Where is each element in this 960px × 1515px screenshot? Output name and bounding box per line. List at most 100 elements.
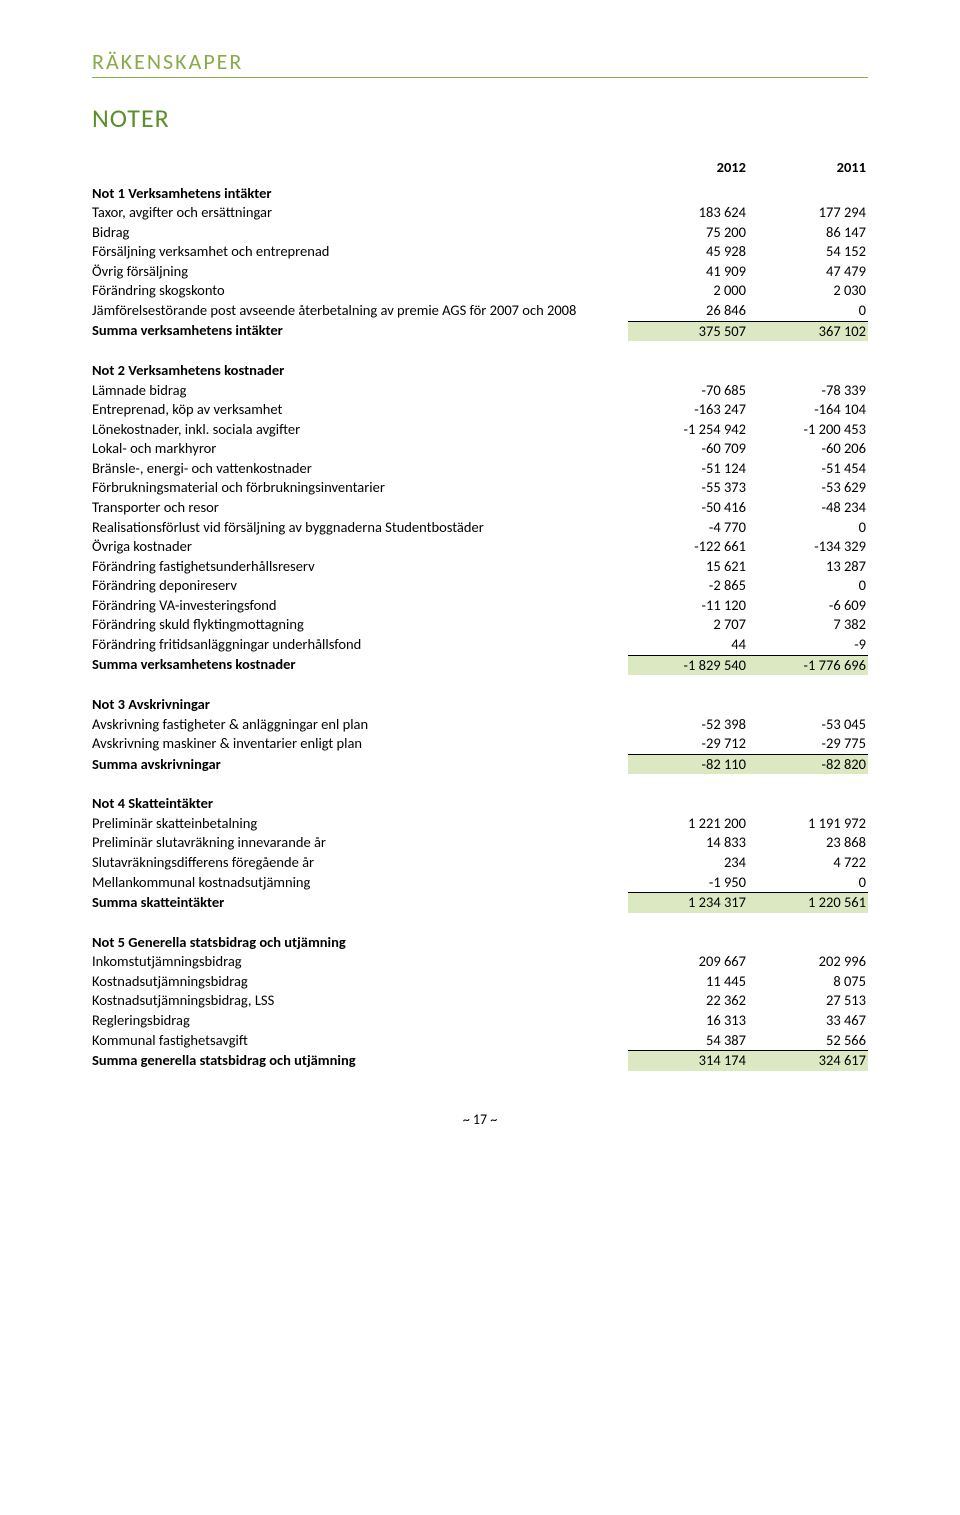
sum-val: -1 776 696 (748, 655, 868, 675)
row-label: Avskrivning maskiner & inventarier enlig… (92, 734, 628, 754)
row-label: Förändring VA-investeringsfond (92, 596, 628, 616)
row-val: -52 398 (628, 715, 748, 735)
row-val: 1 221 200 (628, 814, 748, 834)
section-3-title: Not 3 Avskrivningar (92, 693, 868, 715)
row-val: -29 712 (628, 734, 748, 754)
row-val: 45 928 (628, 242, 748, 262)
row-label: Kostnadsutjämningsbidrag (92, 972, 628, 992)
row-val: -9 (748, 635, 868, 655)
row-val: 1 191 972 (748, 814, 868, 834)
row-val: 44 (628, 635, 748, 655)
row-label: Försäljning verksamhet och entreprenad (92, 242, 628, 262)
row-val: 23 868 (748, 833, 868, 853)
row-val: 7 382 (748, 615, 868, 635)
row-val: 177 294 (748, 203, 868, 223)
row-val: -163 247 (628, 400, 748, 420)
row-val: 0 (748, 518, 868, 538)
row-val: 2 030 (748, 281, 868, 301)
sum-label: Summa avskrivningar (92, 754, 628, 774)
row-label: Slutavräkningsdifferens föregående år (92, 853, 628, 873)
row-val: -1 254 942 (628, 420, 748, 440)
row-label: Preliminär skatteinbetalning (92, 814, 628, 834)
section-2-title: Not 2 Verksamhetens kostnader (92, 359, 868, 381)
row-val: -53 629 (748, 478, 868, 498)
section-5-title: Not 5 Generella statsbidrag och utjämnin… (92, 931, 868, 953)
row-label: Realisationsförlust vid försäljning av b… (92, 518, 628, 538)
section-4-title: Not 4 Skatteintäkter (92, 792, 868, 814)
row-val: 209 667 (628, 952, 748, 972)
sum-val: -82 110 (628, 754, 748, 774)
page-number: ~ 17 ~ (92, 1111, 868, 1128)
row-label: Bidrag (92, 223, 628, 243)
row-val: -122 661 (628, 537, 748, 557)
sum-val: 314 174 (628, 1051, 748, 1071)
row-val: 13 287 (748, 557, 868, 577)
row-label: Förändring deponireserv (92, 576, 628, 596)
row-val: -51 454 (748, 459, 868, 479)
sum-label: Summa generella statsbidrag och utjämnin… (92, 1051, 628, 1071)
row-label: Lämnade bidrag (92, 381, 628, 401)
row-val: 15 621 (628, 557, 748, 577)
row-val: 86 147 (748, 223, 868, 243)
row-val: -29 775 (748, 734, 868, 754)
row-val: 202 996 (748, 952, 868, 972)
row-val: 26 846 (628, 301, 748, 321)
row-label: Entreprenad, köp av verksamhet (92, 400, 628, 420)
year-col-2: 2011 (748, 158, 868, 182)
row-val: 2 000 (628, 281, 748, 301)
row-val: -2 865 (628, 576, 748, 596)
row-val: -164 104 (748, 400, 868, 420)
row-val: -48 234 (748, 498, 868, 518)
row-label: Förändring skuld flyktingmottagning (92, 615, 628, 635)
row-label: Inkomstutjämningsbidrag (92, 952, 628, 972)
row-label: Förbrukningsmaterial och förbrukningsinv… (92, 478, 628, 498)
row-label: Transporter och resor (92, 498, 628, 518)
row-val: 0 (748, 873, 868, 893)
row-val: 47 479 (748, 262, 868, 282)
row-val: 11 445 (628, 972, 748, 992)
sum-val: -82 820 (748, 754, 868, 774)
year-col-1: 2012 (628, 158, 748, 182)
sum-label: Summa skatteintäkter (92, 893, 628, 913)
sum-val: 1 234 317 (628, 893, 748, 913)
row-val: -51 124 (628, 459, 748, 479)
row-label: Bränsle-, energi- och vattenkostnader (92, 459, 628, 479)
sum-label: Summa verksamhetens kostnader (92, 655, 628, 675)
row-val: 54 387 (628, 1031, 748, 1051)
row-val: -60 709 (628, 439, 748, 459)
row-label: Mellankommunal kostnadsutjämning (92, 873, 628, 893)
sum-label: Summa verksamhetens intäkter (92, 321, 628, 341)
row-val: 54 152 (748, 242, 868, 262)
row-val: 41 909 (628, 262, 748, 282)
row-val: 22 362 (628, 991, 748, 1011)
row-val: 75 200 (628, 223, 748, 243)
row-label: Förändring skogskonto (92, 281, 628, 301)
row-val: -70 685 (628, 381, 748, 401)
row-label: Preliminär slutavräkning innevarande år (92, 833, 628, 853)
sum-val: 1 220 561 (748, 893, 868, 913)
row-val: 234 (628, 853, 748, 873)
sum-val: -1 829 540 (628, 655, 748, 675)
row-label: Förändring fritidsanläggningar underhåll… (92, 635, 628, 655)
row-val: -53 045 (748, 715, 868, 735)
row-val: -1 950 (628, 873, 748, 893)
page-header: RÄKENSKAPER (92, 48, 868, 78)
row-val: 0 (748, 576, 868, 596)
noter-title: NOTER (92, 102, 868, 134)
row-label: Jämförelsestörande post avseende återbet… (92, 301, 628, 321)
row-val: 8 075 (748, 972, 868, 992)
row-label: Förändring fastighetsunderhållsreserv (92, 557, 628, 577)
row-label: Taxor, avgifter och ersättningar (92, 203, 628, 223)
row-val: 4 722 (748, 853, 868, 873)
row-val: -50 416 (628, 498, 748, 518)
sum-val: 375 507 (628, 321, 748, 341)
row-label: Regleringsbidrag (92, 1011, 628, 1031)
row-val: 14 833 (628, 833, 748, 853)
row-val: -1 200 453 (748, 420, 868, 440)
row-val: -11 120 (628, 596, 748, 616)
sum-val: 324 617 (748, 1051, 868, 1071)
row-label: Lokal- och markhyror (92, 439, 628, 459)
row-label: Lönekostnader, inkl. sociala avgifter (92, 420, 628, 440)
row-val: 2 707 (628, 615, 748, 635)
row-val: -55 373 (628, 478, 748, 498)
